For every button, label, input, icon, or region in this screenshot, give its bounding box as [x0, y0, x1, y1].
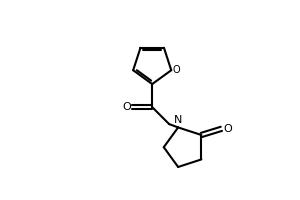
Text: O: O	[173, 65, 180, 75]
Text: O: O	[122, 102, 131, 112]
Text: O: O	[223, 124, 232, 134]
Text: N: N	[174, 115, 182, 125]
